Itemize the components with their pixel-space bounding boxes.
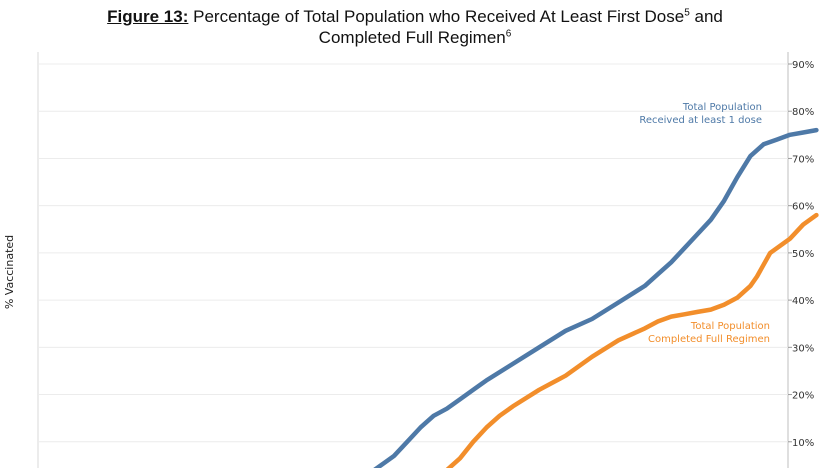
- series-label-full-regimen: Completed Full Regimen: [648, 334, 770, 345]
- y-tick-label: 20%: [792, 391, 814, 402]
- y-tick-label: 70%: [792, 154, 814, 165]
- footnote-ref-5: 5: [684, 7, 690, 19]
- figure-number: Figure 13:: [107, 7, 189, 26]
- y-tick-label: 60%: [792, 202, 814, 213]
- y-tick-label: 80%: [792, 107, 814, 118]
- figure-title-text-1: Percentage of Total Population who Recei…: [188, 7, 685, 26]
- series-line-full-regimen: [445, 212, 819, 468]
- figure-title-line-1: Figure 13: Percentage of Total Populatio…: [0, 6, 830, 27]
- y-tick-label: 10%: [792, 438, 814, 449]
- figure-title-text-2: and: [689, 7, 723, 26]
- y-tick-label: 90%: [792, 60, 814, 71]
- series-label-first-dose: Total Population: [682, 102, 762, 113]
- y-tick-label: 50%: [792, 249, 814, 260]
- series-label-first-dose: Received at least 1 dose: [639, 115, 762, 126]
- series-line-first-dose: [373, 127, 819, 468]
- figure-title: Figure 13: Percentage of Total Populatio…: [0, 6, 830, 48]
- series-label-full-regimen: Total Population: [690, 321, 770, 332]
- y-tick-label: 30%: [792, 343, 814, 354]
- figure-title-line-2: Completed Full Regimen6: [0, 27, 830, 48]
- figure-title-text-3: Completed Full Regimen: [318, 28, 506, 47]
- footnote-ref-6: 6: [505, 28, 512, 40]
- y-tick-label: 40%: [792, 296, 814, 307]
